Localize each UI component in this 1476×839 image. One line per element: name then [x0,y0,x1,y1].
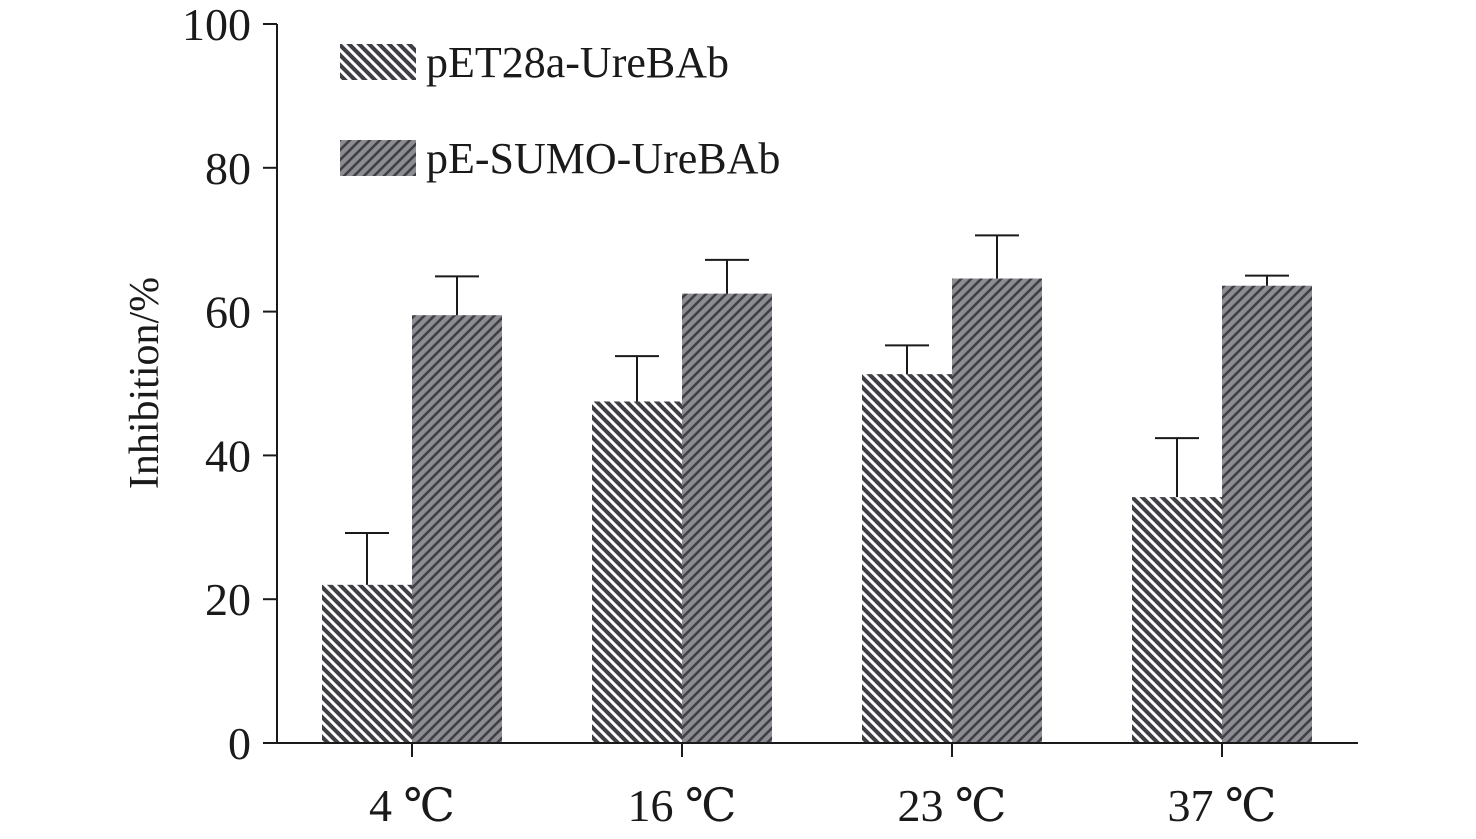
y-tick-label: 80 [205,143,251,194]
y-tick-label: 20 [205,574,251,625]
y-tick-label: 100 [182,0,251,50]
legend: pET28a-UreBAb pE-SUMO-UreBAb [340,38,780,183]
y-axis-title: Inhibition/% [122,277,168,489]
y-tick-label: 0 [228,718,251,769]
bar-pe-sumo [412,315,502,743]
legend-swatch-pe-sumo [340,140,416,176]
x-tick-label: 37 ℃ [1168,780,1277,831]
y-tick-label: 60 [205,287,251,338]
x-tick-label: 23 ℃ [898,780,1007,831]
bar-pet28a [1132,497,1222,743]
bar-pe-sumo [682,293,772,743]
x-tick-label: 4 ℃ [369,780,455,831]
legend-swatch-pet28a [340,44,416,80]
x-axis-ticks: 4 ℃ 16 ℃ 23 ℃ 37 ℃ [369,743,1276,831]
legend-label-pet28a: pET28a-UreBAb [426,38,729,87]
legend-label-pe-sumo: pE-SUMO-UreBAb [426,134,780,183]
x-tick-label: 16 ℃ [628,780,737,831]
bar-pe-sumo [952,278,1042,743]
y-tick-label: 40 [205,430,251,481]
bar-pet28a [322,584,412,743]
bars-layer [322,278,1312,743]
bar-pet28a [592,401,682,743]
y-axis-ticks: 0 20 40 60 80 100 [182,0,277,769]
bar-pet28a [862,374,952,743]
error-bars-layer [345,234,1289,585]
bar-pe-sumo [1222,285,1312,743]
